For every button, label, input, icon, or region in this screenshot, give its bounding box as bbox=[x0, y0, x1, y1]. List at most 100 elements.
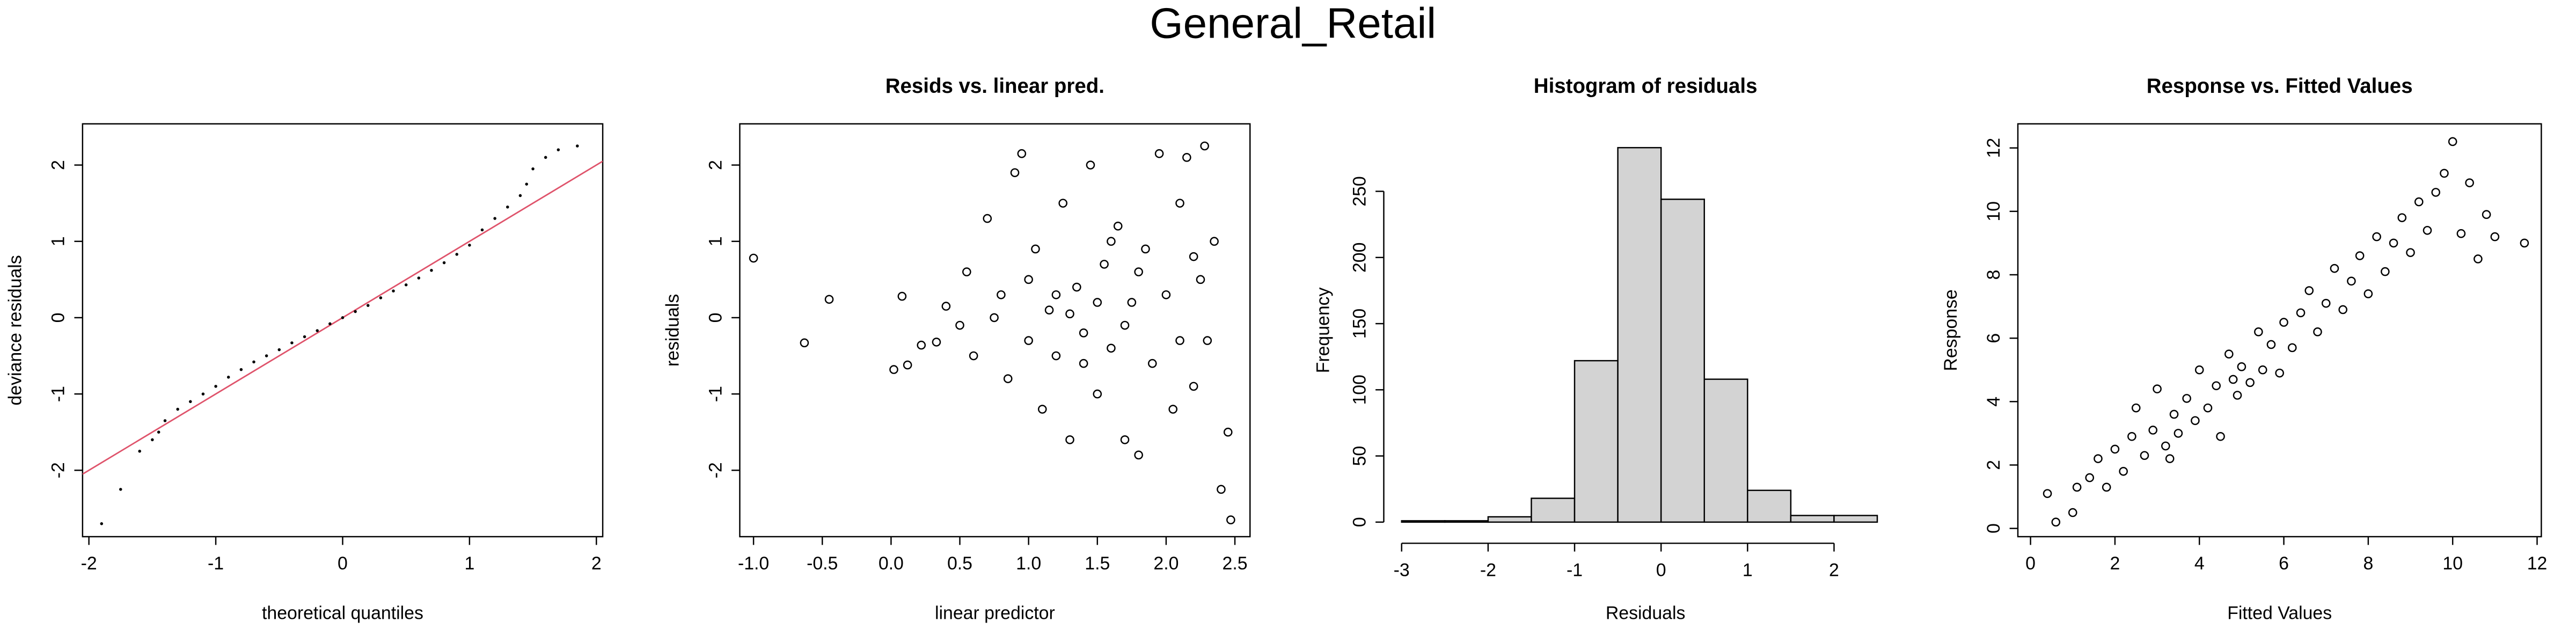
point bbox=[1196, 275, 1205, 284]
point bbox=[2161, 441, 2170, 451]
x-tick-label: 4 bbox=[2194, 553, 2205, 574]
qq-point bbox=[468, 244, 471, 247]
x-tick-label: 1.0 bbox=[1016, 553, 1041, 574]
point bbox=[2194, 365, 2204, 375]
point bbox=[1100, 260, 1109, 269]
point bbox=[2228, 375, 2238, 384]
y-tick-label: -2 bbox=[705, 462, 726, 478]
point bbox=[941, 302, 951, 311]
point bbox=[983, 214, 992, 223]
point bbox=[2275, 368, 2284, 378]
point bbox=[2440, 169, 2449, 178]
point bbox=[1203, 336, 1212, 345]
x-tick-label: 1 bbox=[1743, 560, 1753, 581]
point bbox=[2465, 178, 2474, 187]
qq-point bbox=[379, 296, 383, 299]
histogram-bar bbox=[1444, 520, 1489, 523]
point bbox=[2355, 251, 2365, 260]
qq-point bbox=[506, 205, 509, 209]
point bbox=[1024, 336, 1033, 345]
y-tick-label: 6 bbox=[1984, 333, 2004, 343]
point bbox=[1051, 351, 1061, 361]
point bbox=[2520, 238, 2529, 248]
point bbox=[2110, 444, 2120, 454]
point bbox=[2330, 264, 2339, 273]
qq-point bbox=[214, 385, 217, 388]
y-tick-label: 2 bbox=[1984, 460, 2004, 470]
point bbox=[2304, 286, 2314, 295]
y-tick-label: 2 bbox=[705, 160, 726, 170]
point bbox=[2237, 362, 2246, 371]
point bbox=[1127, 298, 1137, 307]
qq-point bbox=[544, 156, 547, 159]
x-tick-label: -1.0 bbox=[738, 553, 769, 574]
x-tick-label: -0.5 bbox=[807, 553, 838, 574]
point bbox=[1031, 244, 1040, 254]
point bbox=[2224, 349, 2234, 359]
point bbox=[1168, 405, 1178, 414]
point bbox=[2245, 378, 2255, 387]
point bbox=[1161, 290, 1171, 299]
point bbox=[1223, 427, 1233, 437]
y-tick-label: 0 bbox=[705, 313, 726, 323]
point bbox=[2174, 429, 2183, 438]
qq-point bbox=[226, 376, 230, 379]
point bbox=[2051, 517, 2061, 527]
plot-box bbox=[739, 123, 1251, 538]
qq-point bbox=[404, 283, 408, 287]
point bbox=[2423, 225, 2432, 235]
qq-point bbox=[176, 407, 179, 411]
y-axis-label: Frequency bbox=[1313, 287, 1334, 373]
point bbox=[1189, 382, 1198, 391]
y-tick-label: 4 bbox=[1984, 397, 2004, 407]
point bbox=[1134, 450, 1143, 460]
point bbox=[1037, 405, 1047, 414]
point bbox=[2102, 482, 2111, 492]
point bbox=[2203, 403, 2213, 413]
point bbox=[955, 320, 964, 330]
qq-point bbox=[557, 148, 560, 151]
point bbox=[1226, 515, 1235, 525]
qq-point bbox=[525, 182, 529, 186]
point bbox=[1120, 435, 1130, 444]
point bbox=[1093, 389, 1102, 399]
x-axis-label: Fitted Values bbox=[2227, 603, 2332, 624]
point bbox=[2072, 482, 2082, 492]
point bbox=[1058, 199, 1068, 208]
qq-point bbox=[531, 167, 535, 171]
y-tick-label: 0 bbox=[1984, 523, 2004, 533]
point bbox=[997, 290, 1006, 299]
point bbox=[749, 253, 758, 263]
point bbox=[2140, 451, 2149, 460]
x-tick-label: 2.5 bbox=[1223, 553, 1248, 574]
x-tick-label: 2 bbox=[591, 553, 602, 574]
point bbox=[1120, 320, 1130, 330]
point bbox=[1217, 485, 1226, 494]
histogram-bar bbox=[1531, 497, 1576, 523]
qq-point bbox=[518, 194, 522, 197]
qq-point bbox=[442, 261, 446, 265]
y-tick-label: 2 bbox=[48, 160, 69, 170]
histogram-bar bbox=[1574, 360, 1619, 523]
point bbox=[2068, 508, 2077, 517]
qq-point bbox=[455, 253, 458, 256]
point bbox=[2397, 213, 2407, 222]
y-tick-label: 200 bbox=[1349, 243, 1370, 273]
point bbox=[2389, 238, 2398, 248]
point bbox=[1065, 435, 1074, 444]
point bbox=[1017, 149, 1027, 158]
point bbox=[1072, 282, 1081, 292]
panel: theoretical quantiles deviance residuals -… bbox=[5, 123, 604, 624]
point bbox=[2338, 305, 2347, 314]
x-tick-label: 8 bbox=[2363, 553, 2373, 574]
qq-point bbox=[341, 316, 345, 319]
x-tick-label: 2 bbox=[2110, 553, 2120, 574]
point bbox=[2381, 267, 2390, 276]
point bbox=[1141, 244, 1150, 254]
y-axis-label: residuals bbox=[662, 294, 683, 367]
panel: Resids vs. linear pred. linear predictor r… bbox=[662, 75, 1251, 624]
qq-point bbox=[576, 144, 579, 148]
point bbox=[1113, 221, 1123, 231]
y-tick-label: 100 bbox=[1349, 375, 1370, 405]
